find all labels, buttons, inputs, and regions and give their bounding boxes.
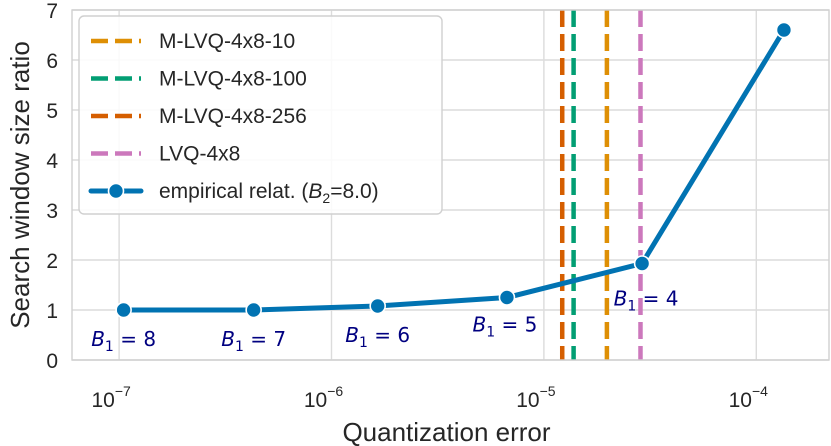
x-axis-label: Quantization error xyxy=(342,417,550,446)
legend-entry-label: M-LVQ-4x8-256 xyxy=(159,105,307,128)
annotation-label: B1 = 7 xyxy=(221,327,286,355)
legend-entry-label: M-LVQ-4x8-100 xyxy=(159,68,307,91)
y-tick-label: 1 xyxy=(46,300,58,323)
y-tick-label: 3 xyxy=(46,200,58,223)
series-point xyxy=(775,21,793,39)
y-tick-label: 4 xyxy=(46,150,58,173)
y-tick-label: 6 xyxy=(46,50,58,73)
series-line xyxy=(121,27,787,313)
y-axis-label: Search window size ratio xyxy=(5,41,35,329)
y-tick-label: 7 xyxy=(46,0,58,23)
annotation-label: B1 = 5 xyxy=(473,313,538,341)
vertical-lines xyxy=(559,10,643,360)
x-tick-label: 10−4 xyxy=(729,383,769,412)
legend-marker xyxy=(107,182,125,200)
series-point xyxy=(115,301,132,319)
y-tick-label: 0 xyxy=(46,350,58,373)
annotation-label: B1 = 4 xyxy=(614,287,679,315)
legend-entry-label: empirical relat. (B2=8.0) xyxy=(159,180,379,206)
x-tick-label: 10−6 xyxy=(304,383,344,412)
x-tick-label: 10−5 xyxy=(516,383,556,412)
legend-box xyxy=(78,15,443,215)
series-point xyxy=(498,289,516,306)
y-tick-label: 5 xyxy=(46,100,58,123)
annotation-label: B1 = 6 xyxy=(345,323,410,351)
series-point xyxy=(633,255,651,272)
series-point xyxy=(245,301,262,319)
legend-entry-label: M-LVQ-4x8-10 xyxy=(159,30,295,53)
tick-labels: 0 1 2 3 4 5 6 7 10−7 10−6 10−5 10−4 xyxy=(46,0,768,412)
y-tick-label: 2 xyxy=(46,250,58,273)
legend-entry-label: LVQ-4x8 xyxy=(159,143,240,166)
plot-frame xyxy=(71,9,830,361)
x-tick-label: 10−7 xyxy=(91,383,131,412)
legend: M-LVQ-4x8-10 M-LVQ-4x8-100 M-LVQ-4x8-256 LV… xyxy=(78,15,443,215)
annotation-label: B1 = 8 xyxy=(91,327,156,355)
series xyxy=(115,21,793,319)
annotations: B1 = 8 B1 = 7 B1 = 6 B1 = 5 B1 = 4 xyxy=(91,287,678,356)
series-point xyxy=(369,297,386,315)
